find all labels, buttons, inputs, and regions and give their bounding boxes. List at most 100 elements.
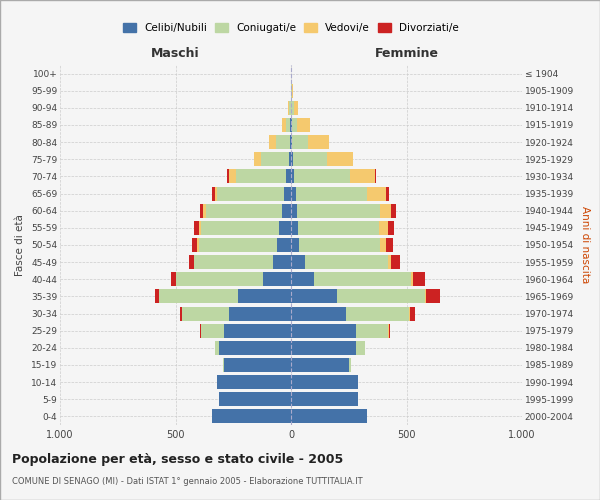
Bar [199, 238, 277, 252]
Bar [282, 118, 286, 132]
Bar [350, 170, 376, 183]
Bar [291, 272, 314, 286]
Bar [299, 238, 380, 252]
Bar [291, 290, 337, 304]
Bar [314, 272, 411, 286]
Bar [291, 152, 293, 166]
Bar [410, 306, 415, 320]
Bar [356, 324, 388, 338]
Bar [388, 324, 389, 338]
Bar [380, 238, 386, 252]
Bar [238, 290, 291, 304]
Bar [367, 186, 386, 200]
Bar [224, 324, 291, 338]
Bar [293, 152, 328, 166]
Bar [388, 255, 391, 269]
Bar [328, 152, 353, 166]
Bar [215, 341, 220, 355]
Bar [215, 186, 217, 200]
Bar [411, 272, 413, 286]
Bar [200, 204, 203, 218]
Bar [389, 324, 391, 338]
Y-axis label: Fasce di età: Fasce di età [16, 214, 25, 276]
Bar [197, 238, 199, 252]
Bar [261, 152, 289, 166]
Bar [160, 290, 238, 304]
Bar [220, 341, 291, 355]
Bar [194, 221, 199, 235]
Bar [200, 324, 201, 338]
Bar [291, 186, 296, 200]
Bar [294, 101, 298, 115]
Bar [349, 358, 351, 372]
Bar [292, 84, 293, 98]
Bar [254, 152, 261, 166]
Text: COMUNE DI SENAGO (MI) - Dati ISTAT 1° gennaio 2005 - Elaborazione TUTTITALIA.IT: COMUNE DI SENAGO (MI) - Dati ISTAT 1° ge… [12, 478, 362, 486]
Bar [288, 101, 289, 115]
Bar [291, 238, 299, 252]
Bar [379, 221, 388, 235]
Bar [282, 204, 291, 218]
Bar [206, 204, 282, 218]
Bar [224, 358, 291, 372]
Bar [289, 101, 290, 115]
Bar [291, 118, 292, 132]
Bar [203, 204, 206, 218]
Bar [201, 324, 224, 338]
Bar [413, 272, 425, 286]
Bar [229, 306, 291, 320]
Bar [263, 272, 291, 286]
Bar [296, 186, 367, 200]
Legend: Celibi/Nubili, Coniugati/e, Vedovi/e, Divorziati/e: Celibi/Nubili, Coniugati/e, Vedovi/e, Di… [120, 20, 462, 36]
Bar [199, 221, 201, 235]
Bar [425, 290, 426, 304]
Bar [291, 84, 292, 98]
Bar [391, 204, 396, 218]
Bar [291, 170, 295, 183]
Bar [337, 290, 425, 304]
Bar [292, 101, 294, 115]
Bar [277, 238, 291, 252]
Bar [290, 118, 291, 132]
Bar [223, 358, 224, 372]
Bar [409, 306, 410, 320]
Bar [190, 255, 194, 269]
Bar [269, 135, 276, 149]
Text: Popolazione per età, sesso e stato civile - 2005: Popolazione per età, sesso e stato civil… [12, 452, 343, 466]
Bar [291, 255, 305, 269]
Bar [227, 170, 229, 183]
Bar [286, 118, 290, 132]
Bar [280, 221, 291, 235]
Bar [175, 272, 263, 286]
Bar [291, 358, 349, 372]
Bar [298, 118, 310, 132]
Bar [291, 204, 297, 218]
Bar [180, 306, 182, 320]
Bar [289, 152, 291, 166]
Bar [291, 306, 346, 320]
Bar [276, 135, 290, 149]
Bar [291, 221, 298, 235]
Bar [297, 204, 380, 218]
Bar [286, 170, 291, 183]
Bar [284, 186, 291, 200]
Bar [388, 221, 394, 235]
Bar [386, 238, 392, 252]
Bar [386, 186, 389, 200]
Bar [212, 186, 215, 200]
Text: Femmine: Femmine [374, 47, 439, 60]
Bar [191, 238, 197, 252]
Bar [308, 135, 329, 149]
Bar [182, 306, 229, 320]
Bar [217, 375, 291, 389]
Bar [291, 324, 356, 338]
Bar [171, 272, 176, 286]
Bar [229, 170, 236, 183]
Bar [220, 392, 291, 406]
Bar [291, 375, 358, 389]
Bar [426, 290, 440, 304]
Bar [305, 255, 388, 269]
Y-axis label: Anni di nascita: Anni di nascita [580, 206, 590, 284]
Bar [291, 392, 358, 406]
Bar [290, 135, 291, 149]
